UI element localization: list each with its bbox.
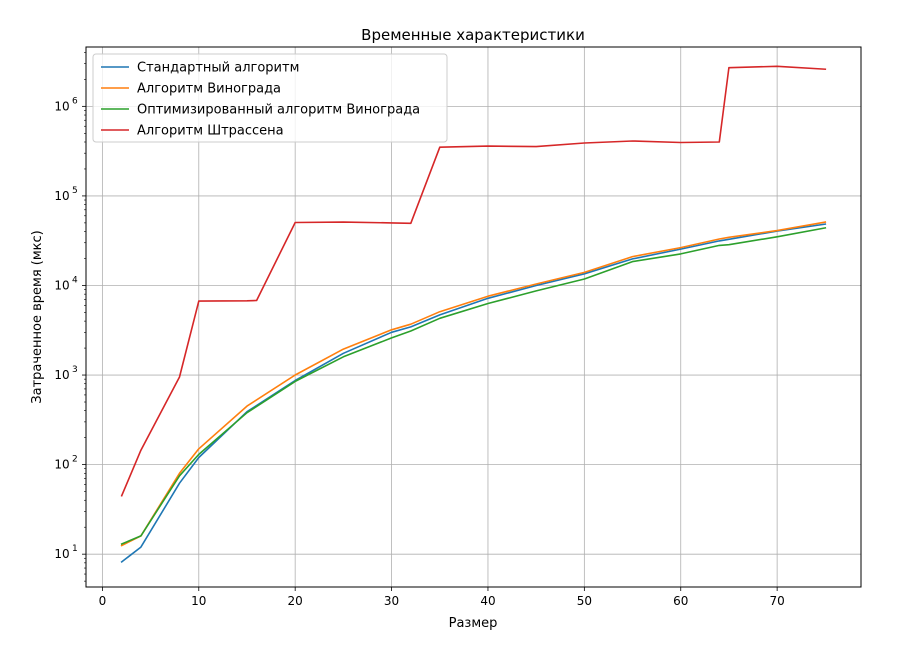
y-tick-label: 10 <box>54 368 69 382</box>
y-axis-label: Затраченное время (мкс) <box>30 230 45 403</box>
legend-label-3: Оптимизированный алгоритм Винограда <box>137 103 420 118</box>
x-tick-label: 30 <box>384 594 399 608</box>
y-tick-exponent: 3 <box>72 365 78 375</box>
y-tick-label: 10 <box>54 189 69 203</box>
x-tick-label: 40 <box>480 594 495 608</box>
y-tick-exponent: 5 <box>72 186 78 196</box>
chart-title: Временные характеристики <box>361 26 585 44</box>
x-tick-label: 10 <box>191 594 206 608</box>
x-tick-label: 0 <box>99 594 107 608</box>
x-tick-label: 60 <box>673 594 688 608</box>
series-line-4 <box>120 65 827 497</box>
x-axis: 0 10 20 30 40 50 60 70 <box>99 587 785 608</box>
x-axis-label: Размер <box>449 616 498 631</box>
y-tick-label: 10 <box>54 99 69 113</box>
plot-frame <box>85 46 862 588</box>
y-tick-exponent: 1 <box>72 544 78 554</box>
y-tick-exponent: 4 <box>72 275 78 285</box>
legend-box <box>92 53 448 143</box>
legend: Стандартный алгоритм Алгоритм Винограда Оп… <box>92 53 448 143</box>
legend-label-2: Алгоритм Винограда <box>137 82 281 97</box>
series-line-3 <box>120 226 827 546</box>
y-tick-label: 10 <box>54 458 69 472</box>
x-tick-label: 50 <box>577 594 592 608</box>
x-tick-label: 20 <box>288 594 303 608</box>
y-tick-label: 10 <box>54 547 69 561</box>
legend-label-1: Стандартный алгоритм <box>137 61 299 76</box>
series-line-2 <box>120 221 827 547</box>
series-lines <box>120 65 827 564</box>
legend-label-4: Алгоритм Штрассена <box>137 124 284 139</box>
y-tick-exponent: 6 <box>72 96 78 106</box>
x-tick-label: 70 <box>769 594 784 608</box>
y-tick-label: 10 <box>54 278 69 292</box>
series-line-1 <box>120 223 827 564</box>
y-tick-exponent: 2 <box>72 455 78 465</box>
